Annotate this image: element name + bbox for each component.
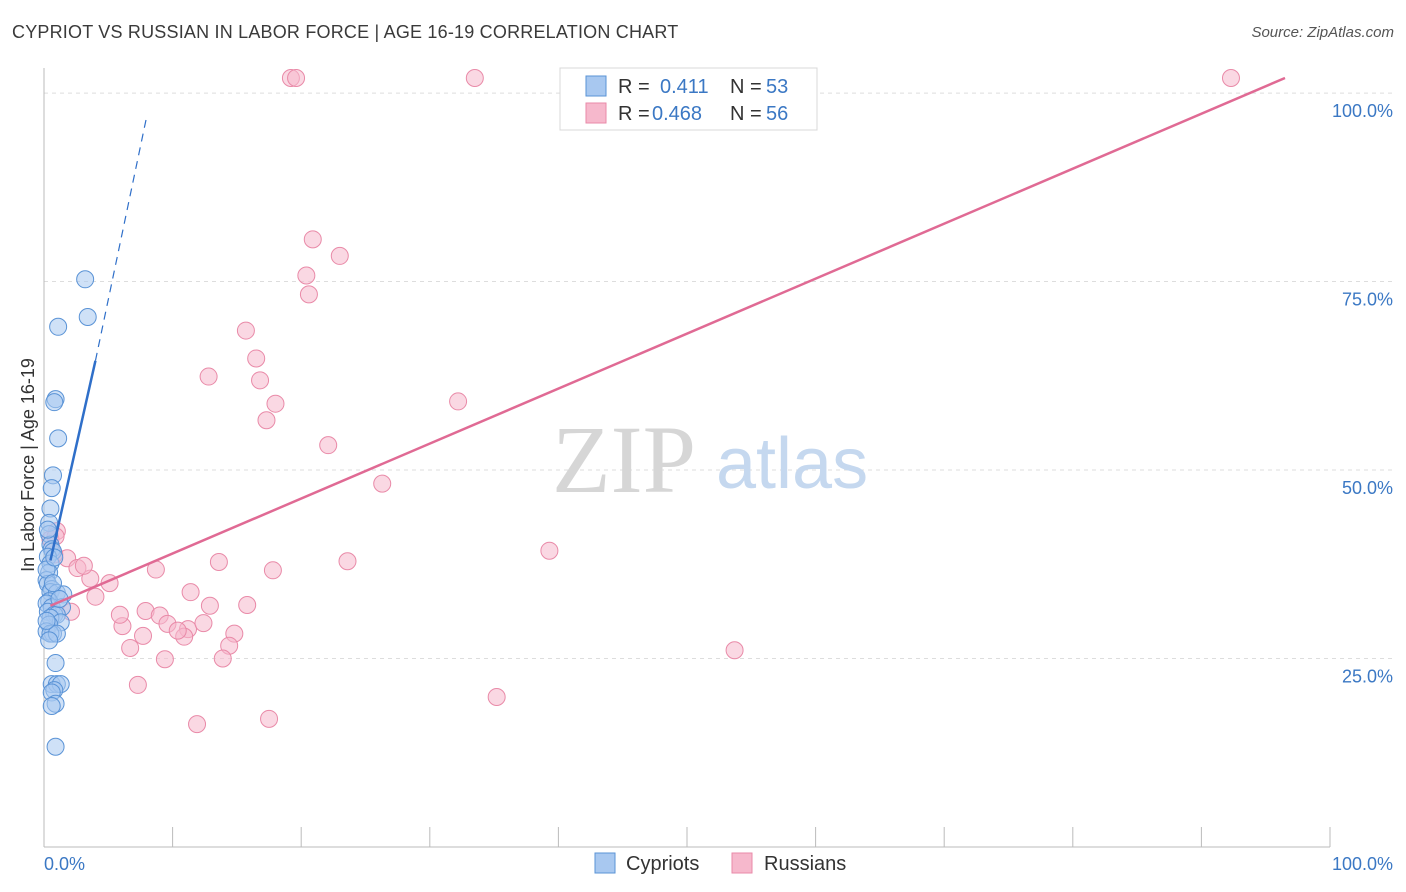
russian-point: [263, 561, 282, 580]
legend-r-value: 0.468: [652, 103, 702, 125]
axes: [43, 68, 1331, 848]
watermark: ZIP atlas: [552, 406, 868, 513]
russian-point: [155, 650, 174, 669]
russian-point: [251, 371, 270, 390]
russian-point: [238, 595, 257, 614]
russian-point: [181, 583, 200, 602]
cypriot-points: [37, 270, 97, 756]
russian-point: [287, 69, 306, 87]
correlation-legend: R = 0.411 N = 53 R = 0.468 N = 56: [559, 67, 818, 131]
cypriot-point: [45, 393, 64, 412]
legend-r-value: 0.411: [660, 76, 709, 98]
russian-point: [266, 394, 285, 413]
cypriot-point: [78, 307, 97, 326]
legend-swatch-russians: [585, 102, 607, 124]
cypriot-point: [45, 548, 64, 567]
russian-point: [110, 605, 129, 624]
russian-points: [41, 69, 1240, 734]
cypriot-point: [44, 574, 63, 593]
russian-point: [373, 474, 392, 493]
x-tick-label: 0.0%: [44, 854, 85, 874]
russian-point: [128, 675, 147, 694]
russian-trend-line: [49, 76, 1286, 607]
russian-point: [297, 266, 316, 285]
legend-r-label: R =: [618, 76, 650, 98]
russian-point: [168, 621, 187, 640]
chart-title: CYPRIOT VS RUSSIAN IN LABOR FORCE | AGE …: [12, 22, 679, 42]
russian-point: [330, 246, 349, 265]
cypriot-point: [49, 429, 68, 448]
russian-point: [247, 349, 266, 368]
russian-point: [121, 638, 140, 657]
legend-label-russians: Russians: [764, 853, 846, 875]
russian-point: [257, 411, 276, 430]
russian-point: [449, 392, 468, 411]
legend-swatch-cypriots: [594, 852, 616, 874]
series-legend: Cypriots Russians: [594, 852, 846, 875]
russian-point: [74, 556, 93, 575]
watermark-zip: ZIP: [552, 406, 696, 513]
russian-point: [299, 285, 318, 304]
russian-point: [86, 587, 105, 606]
legend-n-value: 56: [766, 103, 788, 125]
legend-swatch-russians: [731, 852, 753, 874]
russian-point: [487, 687, 506, 706]
russian-point: [319, 436, 338, 455]
grid-lines: [44, 92, 1395, 660]
y-tick-label: 50.0%: [1342, 478, 1393, 498]
legend-n-label: N =: [730, 103, 762, 125]
cypriot-point: [38, 520, 57, 539]
cypriot-point: [46, 737, 65, 756]
tick-labels: 25.0% 50.0% 75.0% 100.0% 0.0% 100.0%: [44, 101, 1393, 874]
russian-point: [338, 552, 357, 571]
russian-point: [303, 230, 322, 249]
legend-swatch-cypriots: [585, 75, 607, 97]
cypriot-point: [76, 270, 95, 289]
russian-point: [134, 626, 153, 645]
russian-point: [260, 709, 279, 728]
source-credit: Source: ZipAtlas.com: [1251, 24, 1394, 41]
cypriot-point: [42, 479, 61, 498]
russian-point: [213, 649, 232, 668]
russian-point: [194, 614, 213, 633]
cypriot-trend-line: [49, 360, 97, 561]
russian-point: [188, 715, 207, 734]
russian-point: [236, 321, 255, 340]
legend-n-label: N =: [730, 76, 762, 98]
russian-point: [199, 367, 218, 386]
russian-point: [725, 641, 744, 660]
cypriot-point: [40, 631, 59, 650]
cypriot-point: [46, 654, 65, 673]
y-tick-label: 100.0%: [1332, 101, 1393, 121]
legend-n-value: 53: [766, 76, 788, 98]
cypriot-point: [42, 697, 61, 716]
cypriot-point: [37, 611, 56, 630]
y-axis-title: In Labor Force | Age 16-19: [18, 358, 38, 572]
russian-point: [540, 541, 559, 560]
cypriot-point: [49, 317, 68, 336]
y-tick-label: 75.0%: [1342, 290, 1393, 310]
russian-point: [1221, 69, 1240, 87]
legend-r-label: R =: [618, 103, 650, 125]
legend-label-cypriots: Cypriots: [626, 853, 699, 875]
watermark-atlas: atlas: [716, 424, 868, 504]
cypriot-trend-extension: [94, 115, 148, 361]
trend-lines: [49, 76, 1286, 607]
x-tick-label: 100.0%: [1332, 854, 1393, 874]
y-tick-label: 25.0%: [1342, 667, 1393, 687]
russian-point: [209, 553, 228, 572]
russian-point: [465, 69, 484, 87]
russian-point: [200, 596, 219, 615]
